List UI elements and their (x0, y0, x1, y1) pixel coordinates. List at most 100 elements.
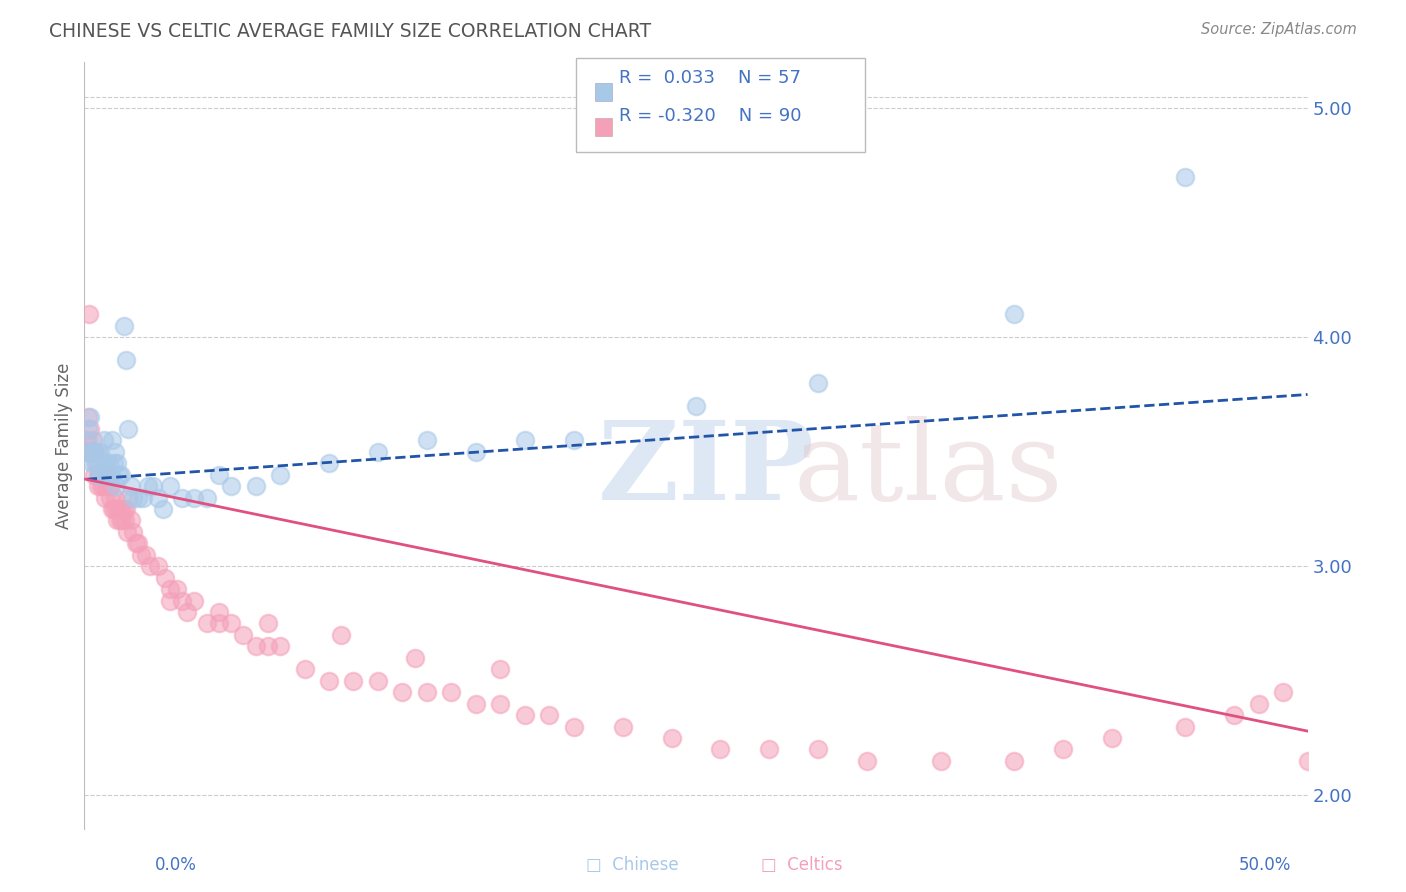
Point (159, 582, 181, 596)
Point (96, 479, 118, 493)
Point (146, 559, 169, 574)
Point (257, 640, 280, 654)
Point (83, 444, 105, 458)
Point (127, 536, 149, 550)
Point (219, 616, 242, 631)
Point (86, 444, 108, 458)
Point (87, 467, 110, 482)
Point (330, 628, 353, 642)
Point (152, 502, 174, 516)
Point (661, 731, 683, 745)
Point (100, 467, 122, 482)
Point (245, 479, 267, 493)
Point (115, 524, 138, 539)
Point (87, 467, 110, 482)
Point (87, 456, 110, 470)
Point (82, 444, 104, 458)
Point (110, 502, 132, 516)
Point (489, 697, 512, 711)
Point (104, 444, 127, 458)
Point (120, 479, 142, 493)
Point (112, 318, 135, 333)
Point (208, 467, 231, 482)
Point (132, 491, 155, 505)
Point (1296, 754, 1319, 768)
Text: CHINESE VS CELTIC AVERAGE FAMILY SIZE CORRELATION CHART: CHINESE VS CELTIC AVERAGE FAMILY SIZE CO… (49, 22, 651, 41)
Point (1052, 742, 1074, 756)
Point (208, 616, 231, 631)
Point (77, 444, 100, 458)
Point (97, 467, 120, 482)
Point (107, 502, 129, 516)
Text: □  Celtics: □ Celtics (761, 856, 842, 874)
Point (166, 582, 188, 596)
Point (139, 559, 162, 574)
Point (416, 685, 439, 699)
Text: 50.0%: 50.0% (1239, 856, 1292, 874)
Point (367, 673, 389, 688)
Point (90, 467, 112, 482)
Point (84, 444, 107, 458)
Point (183, 593, 205, 607)
Point (1101, 731, 1123, 745)
Point (562, 719, 585, 733)
Text: Source: ZipAtlas.com: Source: ZipAtlas.com (1201, 22, 1357, 37)
Point (416, 434, 439, 448)
Point (94, 491, 117, 505)
Point (93, 467, 115, 482)
Point (83, 467, 105, 482)
Point (195, 616, 218, 631)
Text: R =  0.033    N = 57: R = 0.033 N = 57 (619, 69, 800, 87)
Point (807, 376, 830, 390)
Text: □  Chinese: □ Chinese (586, 856, 679, 874)
Point (342, 673, 364, 688)
Point (122, 524, 145, 539)
Point (125, 536, 148, 550)
Point (183, 491, 205, 505)
Point (80, 456, 103, 470)
Point (101, 502, 124, 516)
Point (105, 513, 128, 527)
Point (115, 353, 138, 368)
Point (89, 444, 111, 458)
Point (142, 479, 165, 493)
Point (127, 491, 149, 505)
Point (232, 628, 254, 642)
Point (111, 513, 134, 527)
Point (172, 491, 194, 505)
Point (1002, 307, 1025, 321)
Point (464, 444, 486, 458)
Point (513, 434, 536, 448)
Point (758, 742, 780, 756)
Point (91, 456, 114, 470)
Point (107, 467, 129, 482)
Point (97, 456, 120, 470)
Point (685, 399, 707, 413)
Point (464, 697, 486, 711)
Point (87, 479, 110, 493)
Point (105, 456, 128, 470)
Point (1174, 719, 1197, 733)
Point (929, 754, 952, 768)
Point (84, 456, 107, 470)
Point (257, 616, 280, 631)
Point (513, 708, 536, 723)
Point (612, 719, 634, 733)
Point (136, 479, 159, 493)
Point (146, 491, 169, 505)
Point (1002, 754, 1025, 768)
Point (115, 502, 138, 516)
Point (86, 456, 108, 470)
Point (120, 513, 142, 527)
Point (100, 479, 122, 493)
Text: ZIP: ZIP (598, 416, 815, 523)
Point (1174, 169, 1197, 184)
Point (94, 467, 117, 482)
Point (97, 467, 120, 482)
Point (318, 456, 340, 470)
Point (104, 491, 127, 505)
Point (807, 742, 830, 756)
Point (269, 640, 291, 654)
Point (159, 593, 181, 607)
Point (122, 491, 145, 505)
